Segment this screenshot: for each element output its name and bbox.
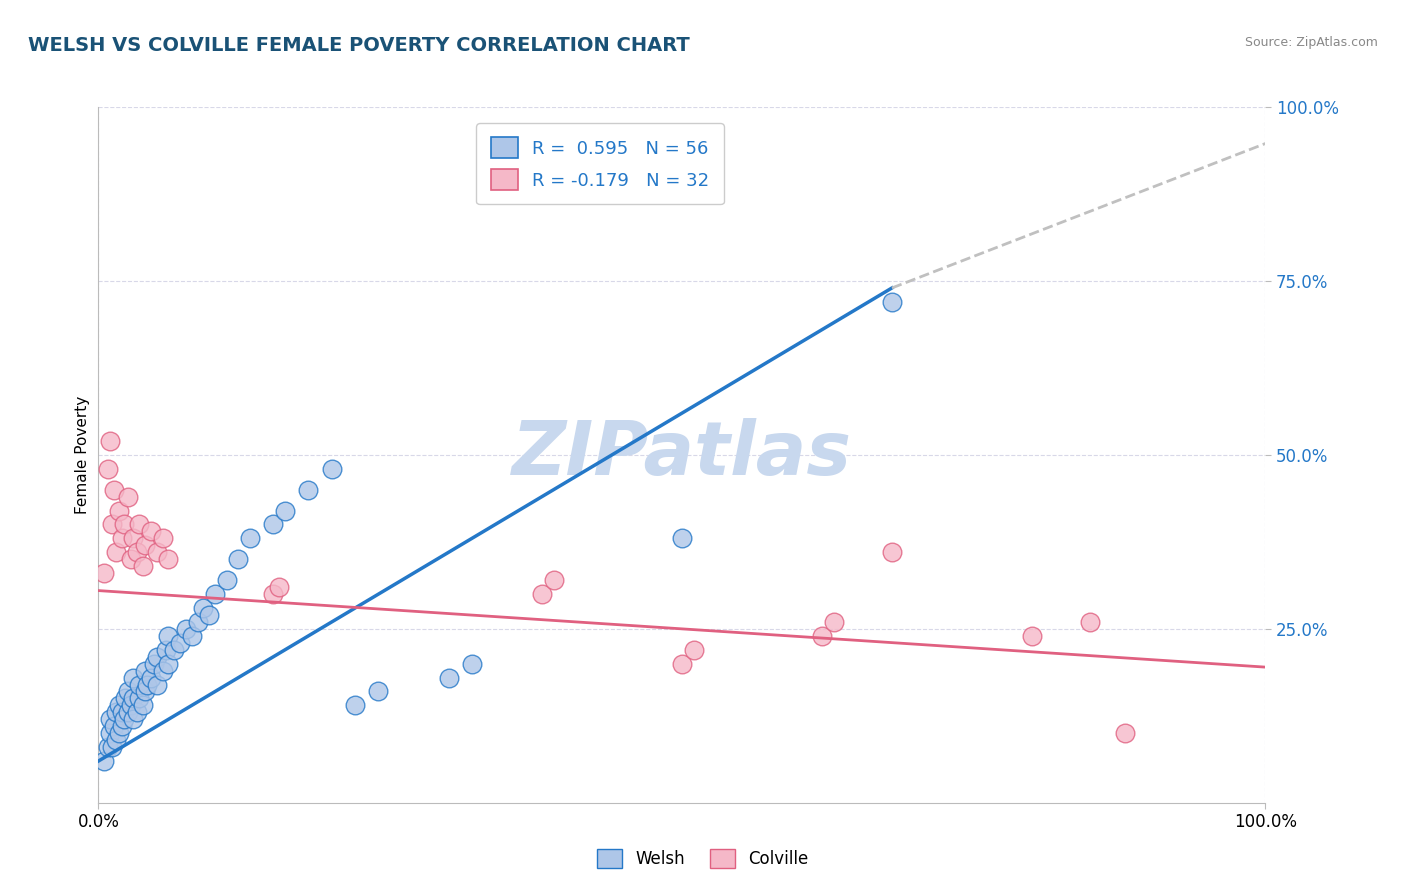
Point bbox=[117, 706, 139, 720]
Point bbox=[880, 545, 903, 559]
Point bbox=[198, 607, 221, 622]
Point bbox=[262, 587, 284, 601]
Point bbox=[128, 677, 150, 691]
Point bbox=[134, 684, 156, 698]
Point bbox=[117, 684, 139, 698]
Point bbox=[180, 629, 202, 643]
Legend: R =  0.595   N = 56, R = -0.179   N = 32: R = 0.595 N = 56, R = -0.179 N = 32 bbox=[477, 123, 724, 204]
Point bbox=[111, 719, 134, 733]
Point bbox=[132, 559, 155, 574]
Point bbox=[157, 629, 180, 643]
Point bbox=[543, 573, 565, 587]
Point bbox=[823, 615, 845, 629]
Point bbox=[108, 503, 131, 517]
Point bbox=[125, 545, 148, 559]
Point bbox=[136, 677, 159, 691]
Point bbox=[98, 712, 121, 726]
Point bbox=[122, 712, 145, 726]
Point bbox=[163, 642, 186, 657]
Point bbox=[204, 587, 226, 601]
Text: ZIPatlas: ZIPatlas bbox=[512, 418, 852, 491]
Point bbox=[128, 517, 150, 532]
Point bbox=[122, 691, 145, 706]
Point bbox=[143, 657, 166, 671]
Point bbox=[174, 622, 197, 636]
Point bbox=[682, 642, 704, 657]
Point bbox=[111, 706, 134, 720]
Point bbox=[437, 671, 460, 685]
Point bbox=[274, 503, 297, 517]
Point bbox=[97, 462, 120, 476]
Point bbox=[122, 532, 145, 546]
Point bbox=[122, 671, 145, 685]
Point bbox=[157, 657, 180, 671]
Point bbox=[811, 629, 834, 643]
Point bbox=[215, 573, 238, 587]
Point bbox=[269, 580, 291, 594]
Text: WELSH VS COLVILLE FEMALE POVERTY CORRELATION CHART: WELSH VS COLVILLE FEMALE POVERTY CORRELA… bbox=[28, 36, 690, 54]
Point bbox=[139, 524, 162, 539]
Point bbox=[155, 642, 177, 657]
Point bbox=[112, 712, 135, 726]
Point bbox=[262, 517, 284, 532]
Point bbox=[169, 636, 191, 650]
Point bbox=[228, 552, 250, 566]
Point bbox=[152, 664, 174, 678]
Point bbox=[114, 691, 136, 706]
Point bbox=[134, 664, 156, 678]
Point bbox=[321, 462, 343, 476]
Point bbox=[297, 483, 319, 497]
Point bbox=[1021, 629, 1043, 643]
Point bbox=[152, 532, 174, 546]
Point bbox=[146, 649, 169, 664]
Point bbox=[104, 733, 127, 747]
Point bbox=[104, 545, 127, 559]
Point bbox=[193, 601, 215, 615]
Point bbox=[146, 545, 169, 559]
Point bbox=[128, 691, 150, 706]
Point bbox=[344, 698, 367, 713]
Point bbox=[132, 698, 155, 713]
Text: Source: ZipAtlas.com: Source: ZipAtlas.com bbox=[1244, 36, 1378, 49]
Point bbox=[104, 706, 127, 720]
Point bbox=[367, 684, 389, 698]
Point bbox=[146, 677, 169, 691]
Point bbox=[1080, 615, 1102, 629]
Point bbox=[117, 490, 139, 504]
Point bbox=[103, 483, 125, 497]
Point bbox=[134, 538, 156, 552]
Point bbox=[187, 615, 209, 629]
Point bbox=[125, 706, 148, 720]
Point bbox=[98, 726, 121, 740]
Point bbox=[93, 754, 115, 768]
Point bbox=[880, 294, 903, 309]
Point bbox=[671, 657, 693, 671]
Point bbox=[530, 587, 553, 601]
Point bbox=[97, 740, 120, 755]
Point bbox=[98, 434, 121, 448]
Point bbox=[108, 698, 131, 713]
Legend: Welsh, Colville: Welsh, Colville bbox=[591, 842, 815, 875]
Point bbox=[120, 698, 142, 713]
Point bbox=[239, 532, 262, 546]
Point bbox=[111, 532, 134, 546]
Y-axis label: Female Poverty: Female Poverty bbox=[75, 396, 90, 514]
Point bbox=[120, 552, 142, 566]
Point bbox=[101, 517, 124, 532]
Point bbox=[461, 657, 484, 671]
Point bbox=[103, 719, 125, 733]
Point bbox=[108, 726, 131, 740]
Point bbox=[139, 671, 162, 685]
Point bbox=[93, 566, 115, 581]
Point bbox=[1114, 726, 1136, 740]
Point bbox=[671, 532, 693, 546]
Point bbox=[101, 740, 124, 755]
Point bbox=[112, 517, 135, 532]
Point bbox=[157, 552, 180, 566]
